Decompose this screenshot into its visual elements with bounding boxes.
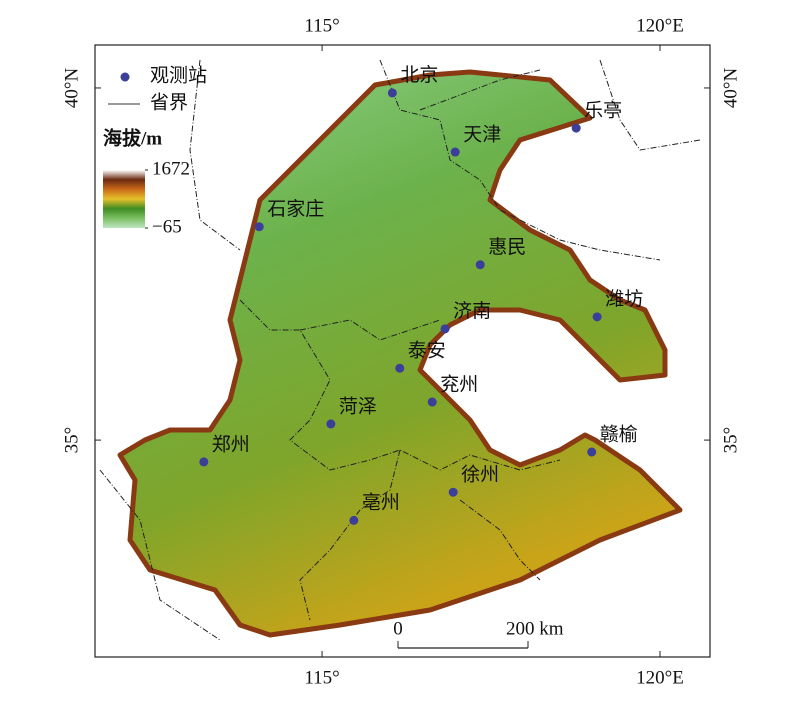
elevation-colorbar: [103, 170, 145, 228]
station-label: 郑州: [212, 433, 250, 455]
station: [427, 397, 437, 407]
scale-label: 0: [393, 618, 403, 639]
station: [326, 419, 336, 429]
lon-label: 115°: [304, 667, 339, 688]
legend-boundary-label: 省界: [150, 91, 188, 113]
station-label: 泰安: [408, 340, 446, 362]
colorbar-label: 1672: [152, 158, 190, 179]
station-label: 乐亭: [584, 99, 622, 121]
province-boundaries: [99, 59, 701, 641]
dem-region: [117, 69, 683, 638]
lat-label: 35°: [720, 427, 741, 454]
lon-label: 115°: [304, 15, 339, 36]
station: [587, 447, 597, 457]
colorbar-label: −65: [152, 216, 182, 237]
station-label: 兖州: [440, 373, 478, 395]
station-label: 徐州: [461, 464, 499, 486]
map-frame: [94, 44, 711, 658]
lat-label: 40°N: [61, 68, 82, 109]
legend-elevation-title: 海拔/m: [103, 126, 162, 149]
station: [199, 457, 209, 467]
station: [571, 123, 581, 133]
station: [440, 324, 450, 334]
lat-label: 35°: [61, 427, 82, 454]
station-label: 天津: [463, 123, 501, 145]
station: [387, 88, 397, 98]
station-label: 济南: [453, 300, 491, 322]
station-label: 石家庄: [267, 198, 324, 220]
station: [592, 312, 602, 322]
lon-label: 120°E: [636, 667, 684, 688]
station-label: 惠民: [488, 236, 526, 258]
station-label: 潍坊: [605, 288, 643, 310]
station: [395, 363, 405, 373]
scale-label: 200 km: [506, 618, 564, 639]
station-label: 菏泽: [339, 395, 377, 417]
station: [450, 147, 460, 157]
station-label: 亳州: [362, 492, 400, 514]
lat-label: 40°N: [720, 68, 741, 109]
legend-station-label: 观测站: [150, 64, 207, 86]
station: [448, 487, 458, 497]
station: [349, 515, 359, 525]
station: [254, 222, 264, 232]
station: [475, 260, 485, 270]
lon-label: 120°E: [636, 15, 684, 36]
station-label: 赣榆: [600, 423, 638, 445]
station-label: 北京: [400, 64, 438, 86]
legend-station-dot: [120, 72, 130, 82]
